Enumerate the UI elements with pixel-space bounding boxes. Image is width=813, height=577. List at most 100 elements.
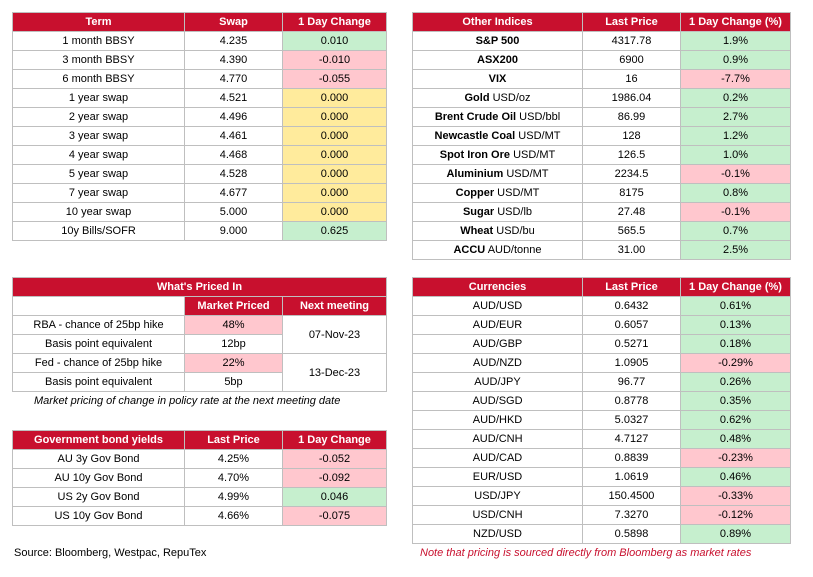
table-row: Aluminium USD/MT 2234.5 -0.1% [412,164,791,184]
price-cell: 4.66% [184,506,283,526]
index-name: Gold [464,92,490,104]
price-cell: 31.00 [582,240,681,260]
row-value: 22% [184,353,283,373]
index-name-cell: Brent Crude Oil USD/bbl [412,107,583,127]
table-row: AUD/EUR 0.6057 0.13% [412,315,791,335]
change-cell: 0.000 [282,145,387,165]
price-cell: 96.77 [582,372,681,392]
swap-cell: 4.461 [184,126,283,146]
price-cell: 0.8778 [582,391,681,411]
change-cell: -0.055 [282,69,387,89]
row-value: 48% [184,315,283,335]
price-cell: 126.5 [582,145,681,165]
index-name-cell: Gold USD/oz [412,88,583,108]
price-cell: 1986.04 [582,88,681,108]
table-header-row: Other Indices Last Price 1 Day Change (%… [412,12,791,32]
price-cell: 0.6432 [582,296,681,316]
disclaimer-note: Note that pricing is sourced directly fr… [420,547,752,559]
price-cell: 565.5 [582,221,681,241]
price-cell: 0.6057 [582,315,681,335]
col-header-market-priced: Market Priced [184,296,283,316]
index-unit: USD/MT [494,187,540,199]
swap-cell: 9.000 [184,221,283,241]
change-cell: 0.13% [680,315,791,335]
index-name: Copper [455,187,495,199]
table-row: AUD/SGD 0.8778 0.35% [412,391,791,411]
price-cell: 4.7127 [582,429,681,449]
col-header-last-price: Last Price [582,12,681,32]
pair-cell: AUD/HKD [412,410,583,430]
index-name: ASX200 [477,54,518,66]
change-cell: 0.000 [282,126,387,146]
swap-rates-table: Term Swap 1 Day Change 1 month BBSY 4.235… [12,12,387,241]
price-cell: 150.4500 [582,486,681,506]
change-cell: 0.7% [680,221,791,241]
col-header-next-meeting: Next meeting [282,296,387,316]
currencies-table: Currencies Last Price 1 Day Change (%) A… [412,277,791,544]
swap-cell: 4.521 [184,88,283,108]
table-row: 10y Bills/SOFR 9.000 0.625 [12,221,387,241]
index-name-cell: VIX [412,69,583,89]
other-indices-table: Other Indices Last Price 1 Day Change (%… [412,12,791,260]
pair-cell: AUD/CAD [412,448,583,468]
index-name-cell: Spot Iron Ore USD/MT [412,145,583,165]
change-cell: 0.46% [680,467,791,487]
term-cell: 5 year swap [12,164,185,184]
next-meeting-date: 13-Dec-23 [282,353,387,392]
table-row: AUD/HKD 5.0327 0.62% [412,410,791,430]
table-row: USD/CNH 7.3270 -0.12% [412,505,791,525]
table-header-row: Market Priced Next meeting [12,296,387,316]
change-cell: 0.48% [680,429,791,449]
price-cell: 7.3270 [582,505,681,525]
term-cell: 1 year swap [12,88,185,108]
price-cell: 0.8839 [582,448,681,468]
table-row: USD/JPY 150.4500 -0.33% [412,486,791,506]
index-name-cell: S&P 500 [412,31,583,51]
bond-name-cell: US 10y Gov Bond [12,506,185,526]
table-row: 3 month BBSY 4.390 -0.010 [12,50,387,70]
table-row: S&P 500 4317.78 1.9% [412,31,791,51]
pair-cell: NZD/USD [412,524,583,544]
change-cell: 0.010 [282,31,387,51]
change-cell: 1.0% [680,145,791,165]
pair-cell: USD/CNH [412,505,583,525]
source-note: Source: Bloomberg, Westpac, RepuTex [14,547,207,559]
price-cell: 0.5271 [582,334,681,354]
index-name: Aluminium [446,168,504,180]
table-row: 10 year swap 5.000 0.000 [12,202,387,222]
pair-cell: AUD/NZD [412,353,583,373]
term-cell: 1 month BBSY [12,31,185,51]
change-cell: 0.000 [282,88,387,108]
table-header-row: Term Swap 1 Day Change [12,12,387,32]
table-row: Gold USD/oz 1986.04 0.2% [412,88,791,108]
table-row: 3 year swap 4.461 0.000 [12,126,387,146]
change-cell: 0.2% [680,88,791,108]
swap-cell: 4.390 [184,50,283,70]
price-cell: 1.0905 [582,353,681,373]
change-cell: 1.2% [680,126,791,146]
swap-cell: 4.677 [184,183,283,203]
index-unit: USD/MT [510,149,556,161]
change-cell: -0.33% [680,486,791,506]
row-label: RBA - chance of 25bp hike [12,315,185,335]
pair-cell: AUD/EUR [412,315,583,335]
table-row: Copper USD/MT 8175 0.8% [412,183,791,203]
table-row: AUD/CNH 4.7127 0.48% [412,429,791,449]
row-value: 5bp [184,372,283,392]
table-row: EUR/USD 1.0619 0.46% [412,467,791,487]
change-cell: 0.62% [680,410,791,430]
change-cell: 1.9% [680,31,791,51]
price-cell: 4.70% [184,468,283,488]
index-name-cell: ASX200 [412,50,583,70]
row-label: Fed - chance of 25bp hike [12,353,185,373]
index-name: Wheat [460,225,494,237]
change-cell: 0.000 [282,183,387,203]
change-cell: 0.26% [680,372,791,392]
swap-cell: 4.528 [184,164,283,184]
change-cell: -0.23% [680,448,791,468]
index-name: Sugar [462,206,495,218]
col-header-currency: Currencies [412,277,583,297]
table-row: 2 year swap 4.496 0.000 [12,107,387,127]
change-cell: 0.000 [282,107,387,127]
table-row: US 10y Gov Bond 4.66% -0.075 [12,506,387,526]
